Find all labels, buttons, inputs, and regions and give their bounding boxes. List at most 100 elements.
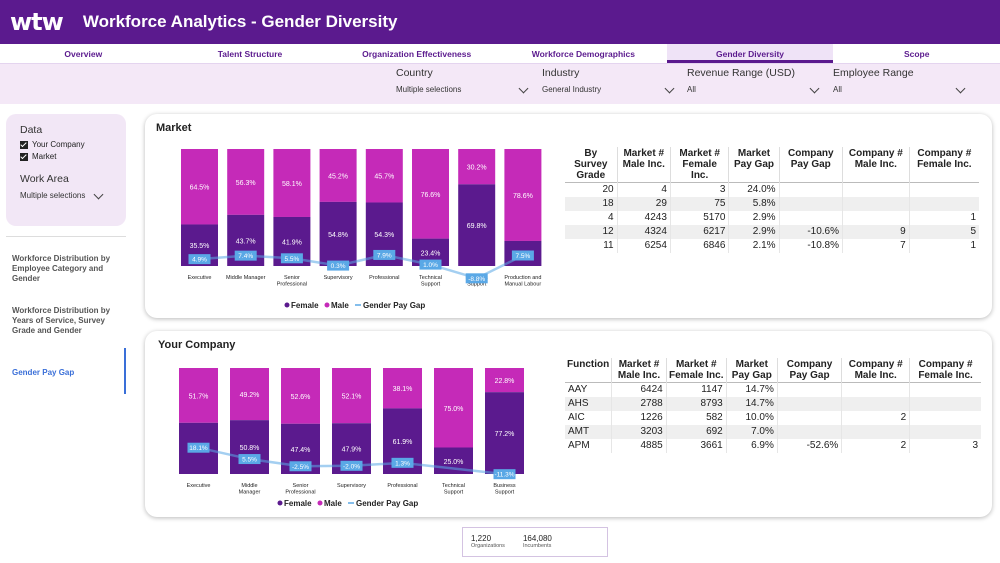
market-label: Market	[32, 152, 57, 161]
table-cell: 692	[666, 425, 727, 439]
pay-gap-badge[interactable]	[289, 461, 312, 472]
tab-talent-structure[interactable]: Talent Structure	[217, 49, 283, 59]
column-header[interactable]: Company # Female Inc.	[918, 359, 973, 381]
table-cell: 6424	[611, 382, 667, 397]
male-bar[interactable]	[485, 368, 524, 393]
incumbents-label: Incumbents	[522, 543, 552, 549]
tab-overview[interactable]: Overview	[64, 49, 103, 59]
market-checkbox[interactable]: Market	[20, 152, 112, 161]
your-company-checkbox[interactable]: Your Company	[20, 140, 112, 149]
male-bar[interactable]	[227, 149, 265, 215]
column-header[interactable]: Market Pay Gap	[728, 147, 780, 183]
work-area-dropdown[interactable]: Multiple selections	[20, 189, 112, 200]
female-data-label: 43.7%	[236, 238, 256, 245]
table-cell: 2.9%	[728, 225, 780, 239]
male-data-label: 22.8%	[495, 378, 515, 385]
pay-gap-badge[interactable]	[340, 460, 363, 471]
table-cell: 582	[666, 411, 727, 425]
work-area-value: Multiple selections	[20, 191, 86, 200]
nav-workforce-distribution-service[interactable]: Workforce Distribution by Years of Servi…	[12, 306, 111, 335]
column-header[interactable]: Company Pay Gap	[779, 147, 844, 183]
nav-workforce-distribution-category[interactable]: Workforce Distribution by Employee Categ…	[12, 254, 111, 283]
male-bar[interactable]	[181, 149, 218, 225]
male-bar[interactable]	[458, 149, 496, 185]
column-header[interactable]: By Survey Grade	[565, 147, 618, 183]
pay-gap-badge[interactable]	[188, 254, 211, 265]
female-bar[interactable]	[319, 201, 357, 266]
column-header[interactable]: Market Pay Gap	[726, 358, 778, 383]
table-cell: 10.0%	[726, 411, 778, 425]
pay-gap-label: 5.5%	[242, 457, 257, 464]
table-cell	[779, 197, 844, 211]
employee-range-dropdown[interactable]: All	[833, 83, 968, 94]
male-bar[interactable]	[383, 368, 422, 409]
table-cell: 5	[970, 226, 976, 237]
legend-female: Female	[284, 499, 312, 508]
tab-workforce-demographics[interactable]: Workforce Demographics	[531, 49, 635, 59]
tab-gender-diversity[interactable]: Gender Diversity	[666, 44, 834, 63]
nav-gender-pay-gap[interactable]: Gender Pay Gap	[12, 368, 75, 377]
country-dropdown[interactable]: Multiple selections	[396, 83, 531, 94]
female-data-label: 69.8%	[467, 223, 487, 230]
table-cell: 14.7%	[726, 397, 778, 411]
pay-gap-badge[interactable]	[511, 250, 534, 261]
pay-gap-badge[interactable]	[238, 454, 261, 465]
column-header[interactable]: Market # Male Inc.	[617, 147, 671, 183]
male-bar[interactable]	[332, 368, 371, 424]
pay-gap-badge[interactable]	[187, 442, 210, 453]
table-cell: 8793	[666, 397, 727, 411]
column-header[interactable]: Market # Male Inc.	[611, 358, 667, 383]
column-header[interactable]: Company # Male Inc.	[842, 147, 910, 183]
market-chart: 64.5% 35.5% Executive 56.3% 43.7% Middle Mana…	[181, 149, 542, 310]
country-value: Multiple selections	[396, 85, 462, 94]
male-bar[interactable]	[281, 368, 320, 424]
table-cell: 11	[565, 239, 618, 253]
pay-gap-badge[interactable]	[391, 457, 414, 468]
category-tick-label: Senior Professional	[277, 275, 307, 288]
table-cell	[910, 383, 981, 398]
pay-gap-badge[interactable]	[373, 249, 396, 260]
revenue-value: All	[687, 85, 696, 94]
male-bar[interactable]	[230, 368, 269, 421]
male-bar[interactable]	[412, 149, 449, 239]
column-header[interactable]: Company # Female Inc.	[917, 148, 972, 170]
pay-gap-badge[interactable]	[280, 253, 303, 264]
table-row: 11 6254 6846 2.1% -10.8% 7 1	[565, 239, 979, 253]
pay-gap-badge[interactable]	[465, 273, 488, 284]
table-cell	[779, 182, 844, 197]
female-data-label: 54.3%	[374, 232, 394, 239]
pay-gap-badge[interactable]	[234, 250, 257, 261]
column-header[interactable]: Company Pay Gap	[777, 358, 843, 383]
industry-dropdown[interactable]: General Industry	[542, 83, 677, 94]
column-header[interactable]: Market # Female Inc.	[666, 358, 727, 383]
male-data-label: 52.6%	[291, 394, 311, 401]
column-header[interactable]: Function	[565, 358, 613, 383]
pay-gap-badge[interactable]	[419, 259, 442, 270]
male-bar[interactable]	[179, 368, 218, 423]
table-cell	[842, 197, 910, 211]
table-cell: 1	[970, 240, 976, 251]
male-bar[interactable]	[434, 368, 473, 448]
filter-bar: Country Multiple selections Industry Gen…	[0, 64, 1000, 104]
pay-gap-badge[interactable]	[493, 469, 516, 480]
tab-organization-effectiveness[interactable]: Organization Effectiveness	[362, 49, 472, 59]
male-bar[interactable]	[504, 149, 542, 241]
female-data-label: 50.8%	[240, 445, 260, 452]
your-company-label: Your Company	[32, 140, 85, 149]
table-cell: 24.0%	[728, 182, 780, 197]
table-cell: 75	[670, 197, 730, 211]
chevron-down-icon	[955, 83, 966, 93]
pay-gap-badge[interactable]	[327, 260, 350, 271]
column-header[interactable]: Market # Female Inc.	[670, 147, 730, 183]
male-bar[interactable]	[365, 149, 403, 203]
female-bar[interactable]	[485, 392, 524, 474]
revenue-dropdown[interactable]: All	[687, 83, 822, 94]
tab-scope[interactable]: Scope	[903, 49, 930, 59]
column-header[interactable]: Company # Male Inc.	[841, 358, 911, 383]
female-bar[interactable]	[230, 420, 269, 474]
male-bar[interactable]	[319, 149, 357, 202]
female-bar[interactable]	[458, 184, 496, 266]
male-bar[interactable]	[273, 149, 311, 217]
chevron-down-icon	[518, 83, 529, 93]
